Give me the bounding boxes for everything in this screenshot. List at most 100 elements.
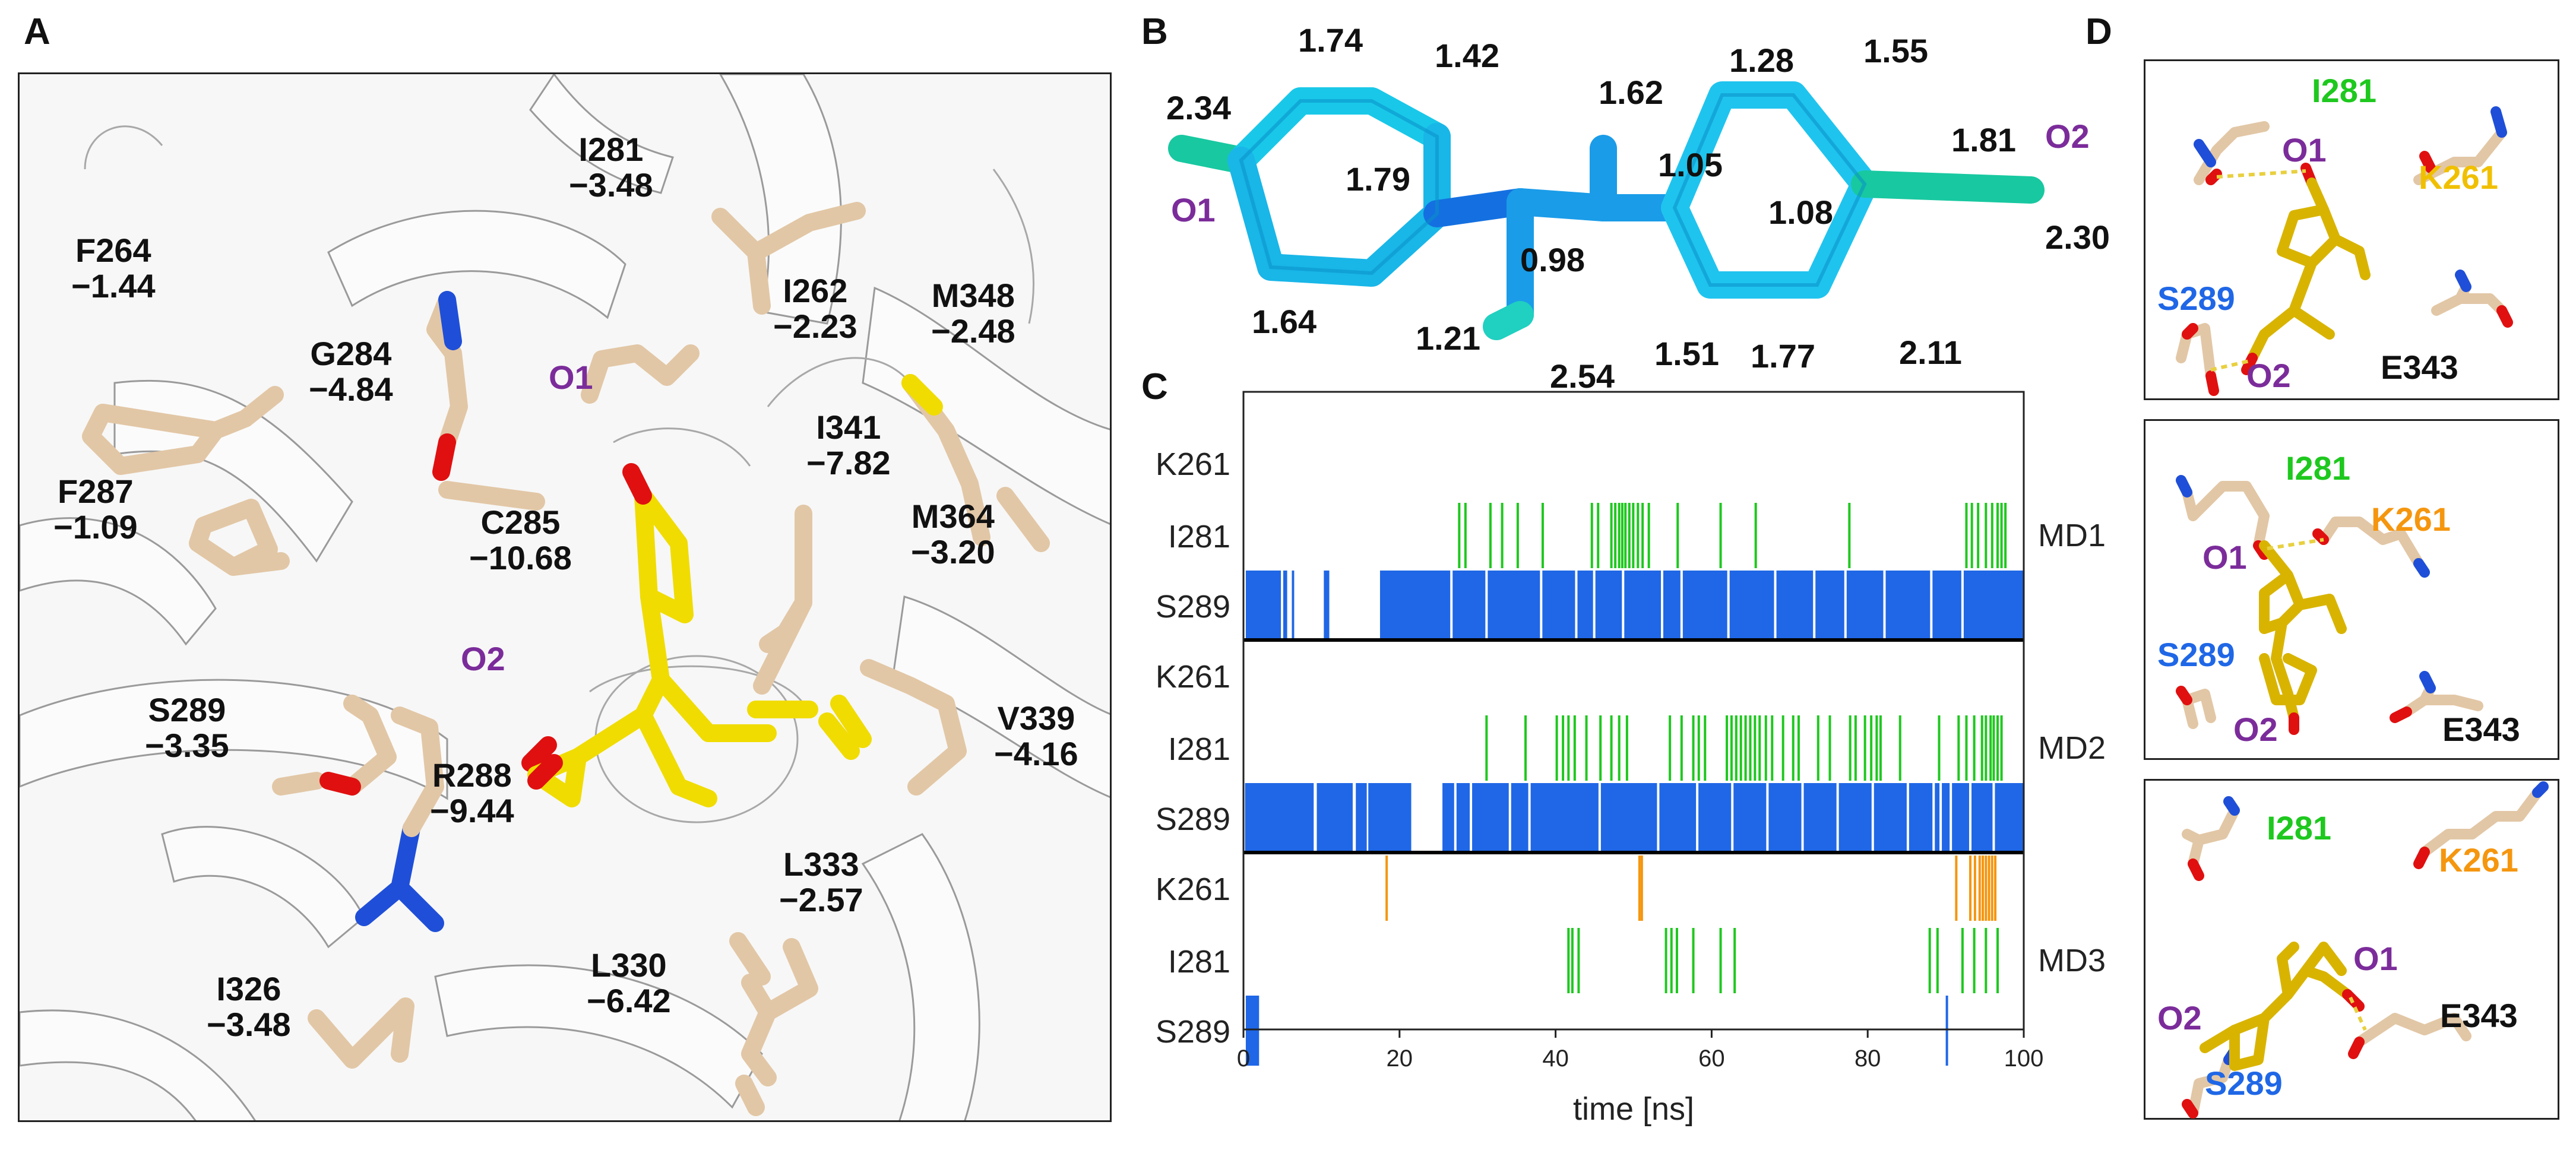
event-gap-s289 [1727,571,1730,641]
event-gap-s289 [1696,783,1699,853]
ligand-value-4: 1.62 [1599,74,1663,111]
snap1-s289: S289 [2157,280,2235,317]
panel-a-frame [18,72,1112,1122]
snap3-o2: O2 [2157,999,2202,1037]
event-tick-k261 [1973,856,1976,921]
event-tick-i281 [1669,715,1672,781]
event-tick-i281 [1726,715,1729,781]
event-tick-i281 [1597,503,1600,568]
ligand-structure [1168,81,2045,340]
event-tick-i281 [1624,503,1627,568]
event-tick-i281 [1781,715,1784,781]
ligand-atom-o2: O2 [2045,118,2090,155]
event-tick-i281 [1898,715,1901,781]
snap1-o1: O1 [2282,131,2327,169]
md-label-md2: MD2 [2038,730,2106,766]
snap1-i281: I281 [2312,72,2376,109]
ligand-value-16: 1.51 [1654,335,1719,372]
event-tick-i281 [2004,503,2007,568]
event-tick-i281 [1961,928,1964,993]
event-gap-s289 [1801,783,1804,853]
residue-label-i341: I341 −7.82 [806,408,891,482]
event-tick-i281 [1936,928,1939,993]
x-tick-label: 40 [1542,1045,1569,1072]
snapshot-box-1: I281 O1 K261 S289 O2 E343 [2144,59,2559,400]
event-tick-i281 [1758,715,1761,781]
event-tick-k261 [1982,856,1985,921]
event-gap-s289 [1528,783,1531,853]
event-gap-s289 [1680,571,1683,641]
snap3-e343: E343 [2440,997,2518,1034]
event-tick-i281 [1771,715,1774,781]
snap1-o2: O2 [2246,357,2291,394]
protein-cartoon [20,74,1110,1120]
event-gap-s289 [1836,783,1839,853]
event-tick-i281 [1618,715,1621,781]
event-gap-s289 [1844,571,1847,641]
event-tick-k261 [1640,856,1643,921]
event-gap-s289 [1961,571,1964,641]
event-gap-s289 [1593,571,1596,641]
event-tick-i281 [1464,503,1467,568]
ligand-value-17: 1.77 [1751,337,1815,375]
ligand-value-1: 2.34 [1166,89,1231,126]
event-tick-i281 [1973,715,1976,781]
snapshot-2-structure [2176,475,2483,735]
event-tick-i281 [1719,503,1722,568]
snap1-k261: K261 [2419,159,2498,196]
event-bar-s289 [1356,783,1367,853]
event-tick-i281 [1692,928,1695,993]
residue-label-i262: I262 −2.23 [773,272,857,346]
ligand-value-7: 1.79 [1346,160,1410,198]
event-gap-s289 [1575,571,1578,641]
event-gap-s289 [1622,571,1625,641]
snapshot-box-2: I281 K261 O1 S289 O2 E343 [2144,419,2559,760]
row-label-s289: S289 [1156,801,1230,837]
event-bar-s289 [1245,996,1259,1066]
residue-label-m364: M364 −3.20 [911,498,995,571]
event-tick-k261 [1638,856,1641,921]
x-tick-label: 20 [1387,1045,1413,1072]
event-tick-i281 [1641,503,1644,568]
event-tick-i281 [1965,715,1968,781]
residue-label-i326: I326 −3.48 [207,970,291,1044]
snapshot-1-structure [2176,106,2513,396]
row-label-i281: I281 [1168,944,1230,980]
event-bar-s289 [1245,571,1281,641]
ligand-value-8: 1.05 [1658,146,1723,183]
atom-label-o1: O1 [549,359,593,396]
panel-label-a: A [24,11,50,52]
event-tick-i281 [1863,715,1866,781]
event-bar-s289 [1283,571,1287,641]
snap2-o1: O1 [2202,538,2247,576]
event-tick-i281 [1754,503,1757,568]
residue-label-m348: M348 −2.48 [931,277,1015,350]
event-tick-i281 [1980,715,1983,781]
event-tick-k261 [1985,856,1988,921]
event-tick-i281 [1632,503,1635,568]
event-tick-i281 [1938,715,1941,781]
event-tick-i281 [1675,928,1678,993]
event-tick-i281 [1733,928,1736,993]
event-gap-s289 [1454,783,1457,853]
event-tick-i281 [1965,503,1968,568]
md-label-md3: MD3 [2038,943,2106,978]
event-tick-i281 [1618,503,1621,568]
event-tick-k261 [1955,856,1958,921]
event-tick-i281 [1621,503,1624,568]
event-tick-i281 [1985,715,1988,781]
event-tick-i281 [1744,715,1747,781]
atom-label-o2: O2 [461,640,505,677]
event-tick-i281 [1817,715,1819,781]
event-bar-s289 [1324,571,1330,641]
ligand-value-10: 1.08 [1768,194,1833,231]
event-tick-i281 [1692,715,1695,781]
ligand-value-3: 1.42 [1435,37,1499,74]
residue-label-s289: S289 −3.35 [145,691,229,765]
snapshot-3-structure [2182,781,2549,1119]
event-tick-i281 [1992,715,1995,781]
ligand-value-15: 2.54 [1550,357,1615,395]
snap2-i281: I281 [2286,449,2350,487]
event-tick-i281 [1735,715,1738,781]
event-tick-i281 [1555,715,1558,781]
